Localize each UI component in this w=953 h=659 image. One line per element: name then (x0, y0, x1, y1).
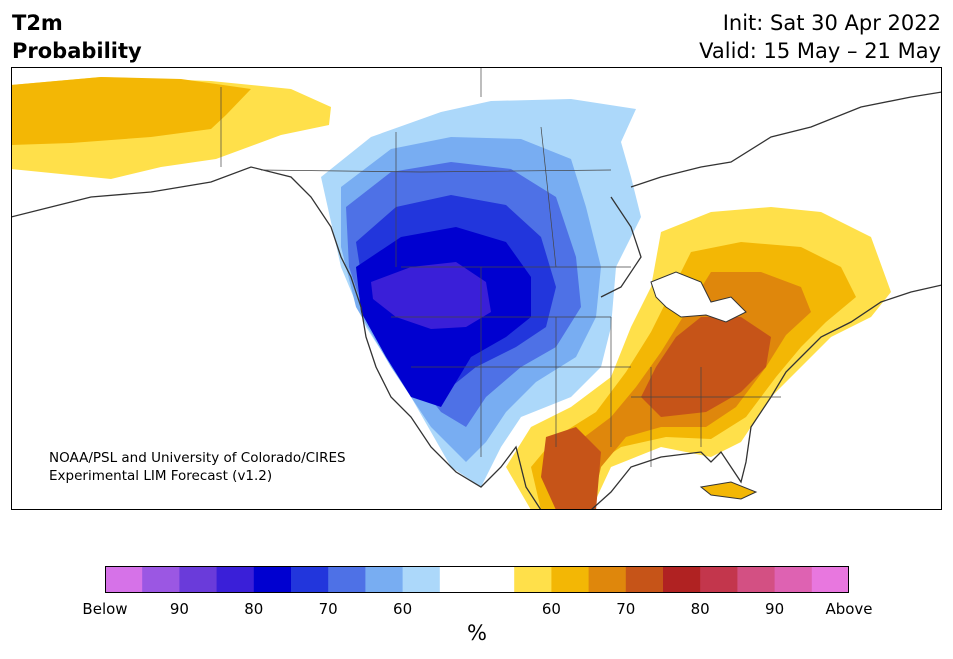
cuba (699, 481, 758, 500)
map-title: T2m Probability (12, 9, 142, 65)
credit-line-2: Experimental LIM Forecast (v1.2) (49, 468, 273, 484)
texas-above-core (541, 427, 601, 510)
colorbar-swatch (625, 566, 664, 593)
colorbar-tick-label: Below (82, 600, 128, 618)
colorbar-swatch (253, 566, 292, 593)
colorbar-tick-label: 80 (244, 600, 264, 618)
colorbar-swatch (737, 566, 776, 593)
east-above-core (641, 317, 771, 417)
colorbar-swatch (142, 566, 180, 593)
coastlines (11, 91, 942, 510)
colorbar-tick-label: 60 (541, 600, 561, 618)
colorbar-swatch (588, 566, 627, 593)
title-line-1: T2m (12, 11, 63, 35)
colorbar-tick-label: 70 (616, 600, 636, 618)
colorbar-swatch (811, 566, 849, 593)
alaska-above-core (11, 77, 251, 145)
colorbar-tick-label: 60 (393, 600, 413, 618)
credit-line-1: NOAA/PSL and University of Colorado/CIRE… (49, 450, 346, 466)
forecast-credit: NOAA/PSL and University of Colorado/CIRE… (49, 449, 346, 485)
colorbar-swatch (439, 566, 478, 593)
colorbar-swatch (700, 566, 738, 593)
colorbar-tick-label: 80 (690, 600, 710, 618)
forecast-map (11, 67, 942, 510)
colorbar-tick-label: Above (825, 600, 873, 618)
cold-core-region (371, 262, 491, 329)
title-line-2: Probability (12, 39, 142, 63)
forecast-dates: Init: Sat 30 Apr 2022 Valid: 15 May – 21… (699, 9, 941, 65)
colorbar-tick-label: 70 (318, 600, 338, 618)
colorbar-swatch (551, 566, 590, 593)
colorbar-unit: % (467, 621, 487, 645)
great-lakes (650, 271, 747, 323)
colorbar-swatch (216, 566, 255, 593)
colorbar-swatch (402, 566, 441, 593)
colorbar-border (105, 566, 849, 593)
colorbar-swatch (328, 566, 366, 593)
colorbar-swatch (477, 566, 515, 593)
colorbar-swatch (774, 566, 813, 593)
valid-dates: Valid: 15 May – 21 May (699, 39, 941, 63)
init-date: Init: Sat 30 Apr 2022 (722, 11, 941, 35)
colorbar-swatch (291, 566, 329, 593)
colorbar-swatch (663, 566, 701, 593)
state-borders (220, 67, 781, 467)
colorbar-swatch (514, 566, 552, 593)
colorbar-swatch (365, 566, 404, 593)
colorbar-tick-label: 90 (169, 600, 189, 618)
colorbar-swatch (105, 566, 143, 593)
colorbar (105, 566, 849, 593)
colorbar-tick-label: 90 (765, 600, 785, 618)
colorbar-swatch (179, 566, 218, 593)
